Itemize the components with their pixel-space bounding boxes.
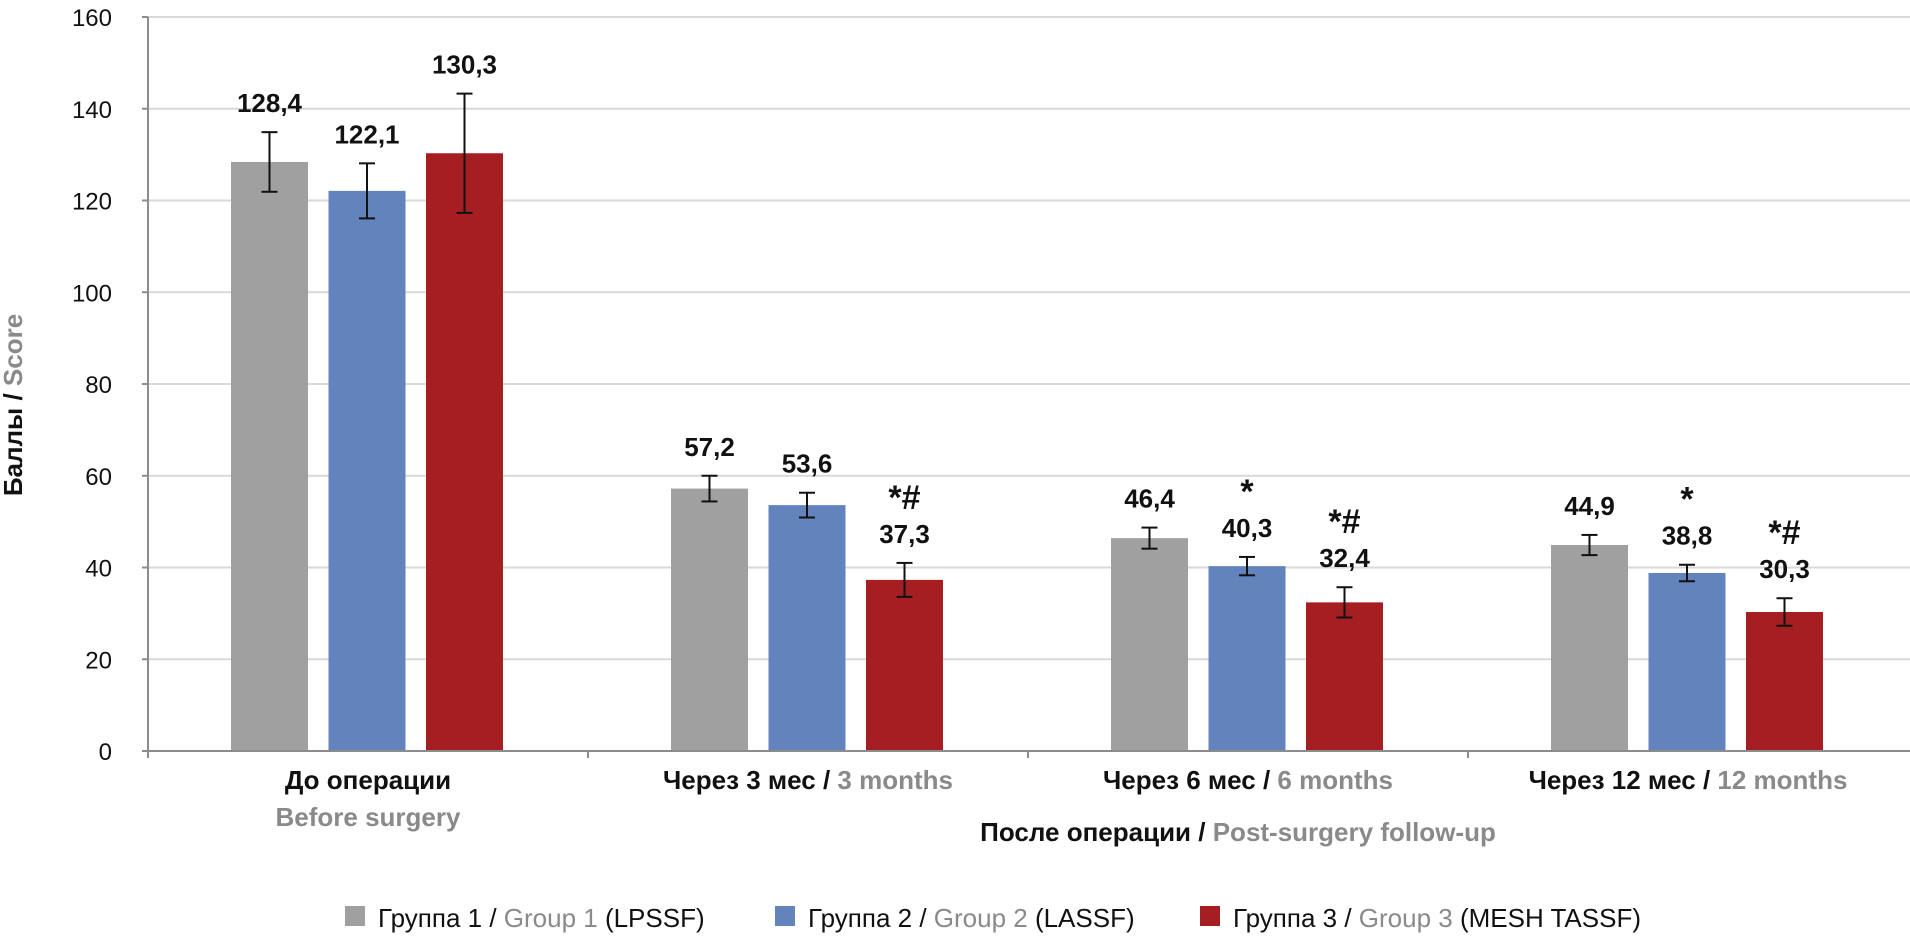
data-label: 53,6 [782,449,833,479]
legend-label-group-1: Группа 1 / Group 1 (LPSSF) [378,903,705,933]
legend: Группа 1 / Group 1 (LPSSF) Группа 2 / Gr… [345,903,1641,933]
data-label: 57,2 [684,432,735,462]
y-tick-label: 80 [85,372,112,399]
data-label: 37,3 [879,519,930,549]
x-tick-label: Before surgery [276,802,461,832]
data-label: 30,3 [1759,554,1810,584]
legend-label-group-2: Группа 2 / Group 2 (LASSF) [808,903,1135,933]
significance-mark: *# [888,479,920,517]
significance-mark: * [1240,473,1254,511]
grid-lines [148,16,1910,661]
bar [866,579,943,751]
x-tick-label: Через 12 мес / 12 months [1529,765,1848,795]
y-tick-label: 100 [72,280,112,307]
data-label: 46,4 [1124,484,1175,514]
bar [1111,538,1188,751]
legend-item-group-2: Группа 2 / Group 2 (LASSF) [775,903,1135,933]
bar [768,505,846,751]
y-tick-label: 120 [72,189,112,216]
data-label: 130,3 [432,50,497,80]
x-tick-label: Через 3 мес / 3 months [663,765,953,795]
bar [328,190,406,751]
x-axis-title: После операции / Post-surgery follow-up [980,817,1496,847]
y-tick-label: 40 [85,556,112,583]
bar [231,161,308,752]
legend-swatch-group-2 [775,906,795,926]
legend-label-group-3: Группа 3 / Group 3 (MESH TASSF) [1233,903,1641,933]
bar [426,153,503,751]
y-tick-label: 140 [72,97,112,124]
bar [671,488,748,751]
y-axis: 0 20 40 60 80 100 120 140 160 [72,5,149,766]
data-label: 40,3 [1222,513,1273,543]
bar [1648,573,1726,751]
data-label: 32,4 [1319,543,1370,573]
bar [1306,602,1383,751]
x-axis: До операции Before surgery Через 3 мес / 3… [147,750,1910,832]
legend-swatch-group-1 [345,906,365,926]
bars [231,153,1823,752]
x-tick-label: До операции [285,765,451,795]
y-tick-label: 160 [72,5,112,32]
y-tick-label: 60 [85,464,112,491]
legend-item-group-3: Группа 3 / Group 3 (MESH TASSF) [1200,903,1641,933]
data-label: 38,8 [1662,521,1713,551]
data-label: 44,9 [1564,491,1615,521]
bar [1746,611,1823,751]
data-label: 128,4 [237,88,303,118]
significance-mark: * [1680,481,1694,519]
significance-mark: *# [1328,503,1360,541]
bar [1551,545,1628,751]
legend-item-group-1: Группа 1 / Group 1 (LPSSF) [345,903,705,933]
error-bars [261,92,1793,627]
x-tick-label: Через 6 мес / 6 months [1103,765,1393,795]
y-tick-label: 0 [99,739,112,766]
data-label: 122,1 [334,119,399,149]
bar [1208,566,1286,751]
significance-mark: *# [1768,514,1800,552]
y-tick-label: 20 [85,647,112,674]
y-axis-title: Баллы / Score [0,314,28,496]
legend-swatch-group-3 [1200,906,1220,926]
